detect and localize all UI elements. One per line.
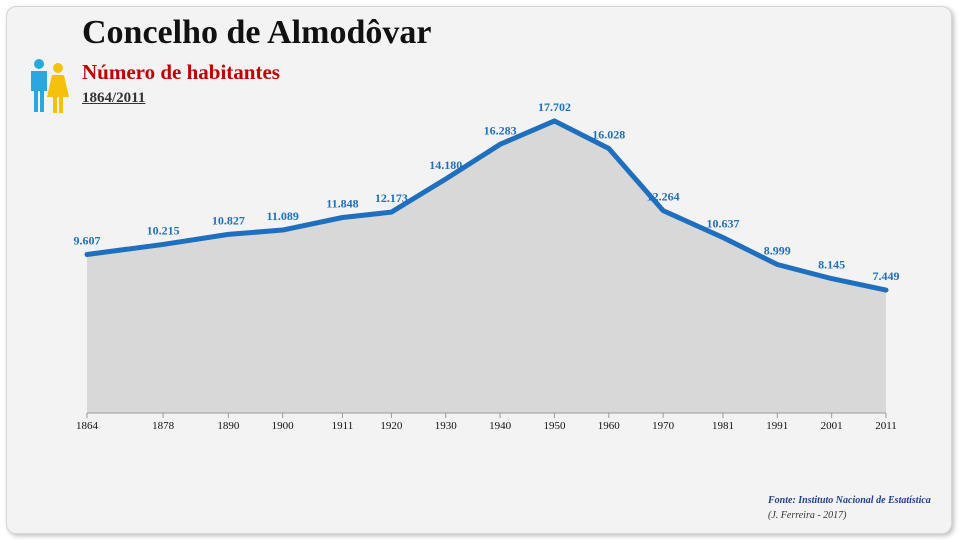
x-tick-label: 1900	[272, 420, 295, 432]
x-tick-label: 1940	[489, 420, 512, 432]
x-tick-label: 1970	[652, 420, 675, 432]
data-label: 16.283	[484, 123, 517, 137]
period-label: 1864/2011	[82, 90, 146, 106]
x-tick-label: 2011	[875, 420, 897, 432]
x-tick-label: 1878	[152, 420, 175, 432]
x-tick-label: 1991	[766, 420, 788, 432]
x-tick-label: 1960	[598, 420, 621, 432]
source-note: Fonte: Instituto Nacional de Estatística	[768, 495, 931, 506]
x-tick-label: 1864	[76, 420, 99, 432]
author-note: (J. Ferreira - 2017)	[768, 510, 847, 521]
data-label: 10.215	[147, 223, 180, 237]
data-label: 11.848	[326, 197, 358, 211]
data-label: 12.173	[375, 191, 408, 205]
man-woman-icon	[31, 59, 69, 113]
x-tick-label: 1981	[712, 420, 734, 432]
data-label: 8.999	[764, 244, 791, 258]
data-label: 10.637	[706, 216, 739, 230]
chart-subtitle: Número de habitantes	[82, 60, 280, 84]
data-label: 9.607	[74, 233, 101, 247]
data-label: 12.264	[647, 190, 680, 204]
x-tick-label: 1920	[380, 420, 403, 432]
area-fill	[87, 120, 886, 414]
chart-title: Concelho de Almodôvar	[82, 14, 432, 51]
data-label: 8.145	[818, 258, 845, 272]
x-tick-label: 1950	[543, 420, 566, 432]
data-label: 17.702	[538, 100, 571, 114]
x-tick-label: 2001	[821, 420, 843, 432]
data-label: 16.028	[592, 128, 625, 142]
series-line	[84, 118, 889, 293]
data-label: 7.449	[873, 269, 900, 283]
x-tick-label: 1911	[332, 420, 354, 432]
x-tick-label: 1890	[217, 420, 240, 432]
data-label: 11.089	[267, 209, 299, 223]
data-label: 14.180	[429, 158, 462, 172]
data-label: 10.827	[212, 213, 245, 227]
x-tick-label: 1930	[435, 420, 458, 432]
